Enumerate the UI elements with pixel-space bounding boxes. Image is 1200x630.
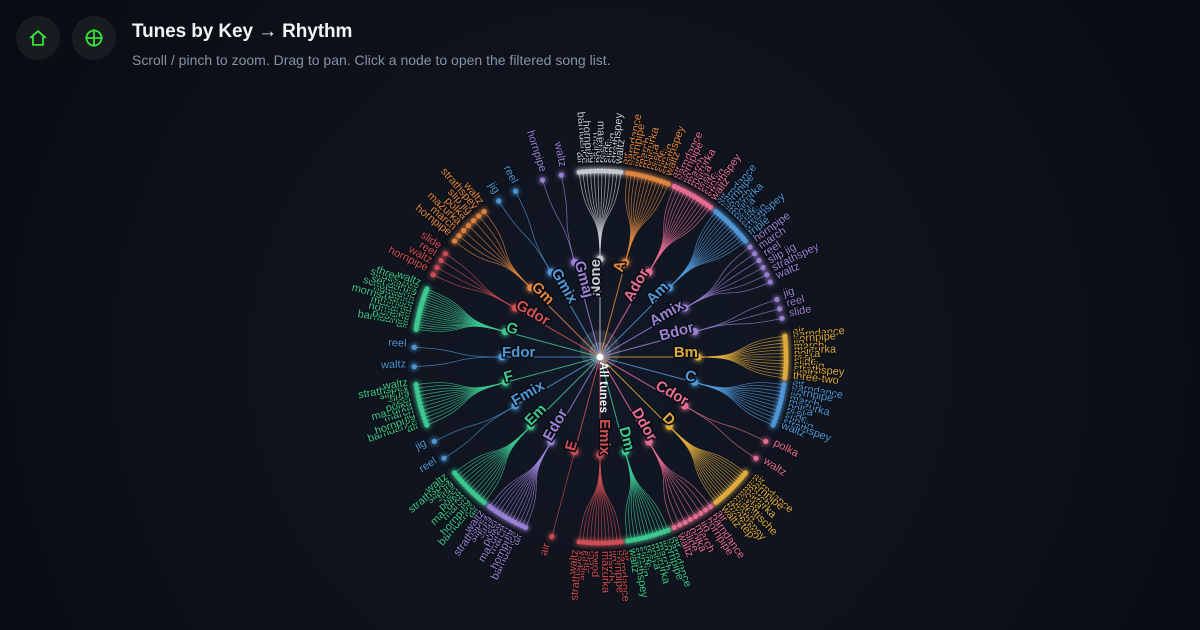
- svg-text:Bm: Bm: [674, 344, 698, 361]
- svg-text:Fdor: Fdor: [502, 344, 535, 361]
- svg-text:waltz: waltz: [760, 455, 788, 479]
- svg-text:polka: polka: [771, 437, 801, 460]
- svg-text:reel: reel: [417, 455, 439, 475]
- svg-text:jig: jig: [412, 437, 428, 453]
- svg-text:hornpipe: hornpipe: [524, 129, 549, 173]
- svg-text:waltz: waltz: [551, 140, 568, 168]
- svg-text:waltz: waltz: [380, 358, 407, 371]
- svg-text:G: G: [504, 319, 520, 338]
- svg-text:E: E: [562, 439, 581, 453]
- svg-text:All tunes: All tunes: [597, 362, 609, 413]
- svg-text:air: air: [538, 542, 553, 557]
- svg-text:Emix: Emix: [596, 419, 613, 456]
- svg-text:reel: reel: [388, 337, 407, 350]
- svg-text:reel: reel: [501, 164, 520, 186]
- svg-text:jig: jig: [485, 179, 502, 196]
- svg-text:Dm: Dm: [615, 425, 638, 453]
- svg-text:D: D: [659, 409, 679, 429]
